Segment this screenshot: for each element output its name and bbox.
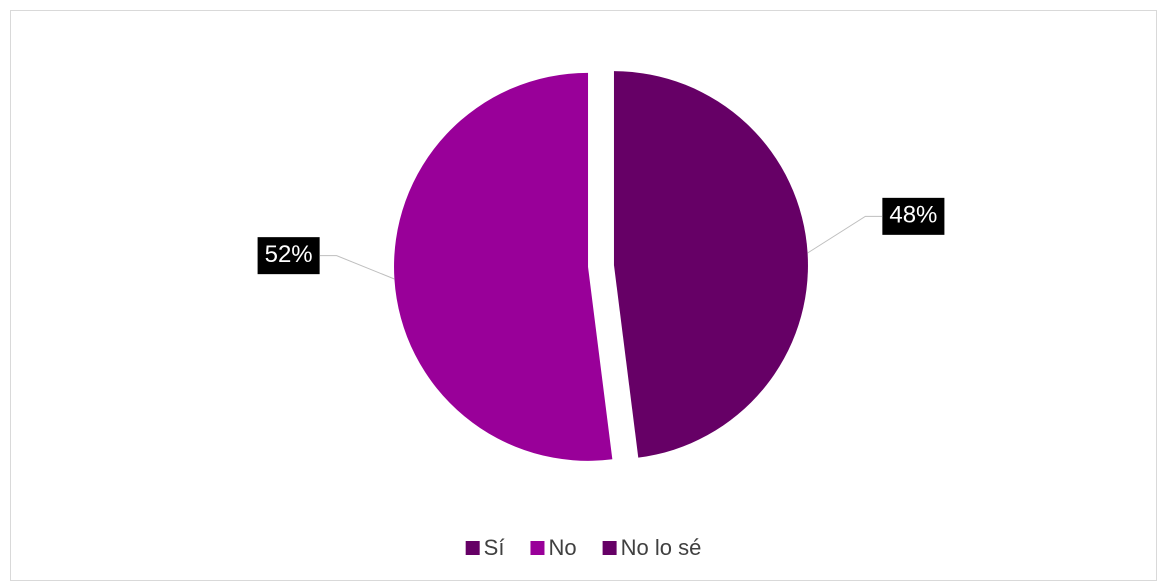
data-label-box: [882, 197, 945, 235]
legend-label: No: [548, 535, 576, 560]
data-label: 52%: [257, 237, 320, 275]
data-label: 48%: [882, 197, 945, 235]
leader-line: [319, 255, 395, 280]
legend-label: Sí: [484, 535, 505, 560]
legend-swatch: [465, 541, 480, 555]
data-label-box: [257, 237, 320, 275]
data-label-text: 52%: [265, 241, 313, 268]
pie-slice: [394, 72, 613, 461]
legend: Sí No No lo sé: [465, 535, 702, 560]
pie-slice: [613, 71, 808, 458]
legend-swatch: [602, 541, 617, 555]
legend-swatch: [530, 541, 545, 555]
legend-label: No lo sé: [621, 535, 702, 560]
leader-line: [807, 215, 883, 254]
data-label-text: 48%: [889, 202, 937, 229]
